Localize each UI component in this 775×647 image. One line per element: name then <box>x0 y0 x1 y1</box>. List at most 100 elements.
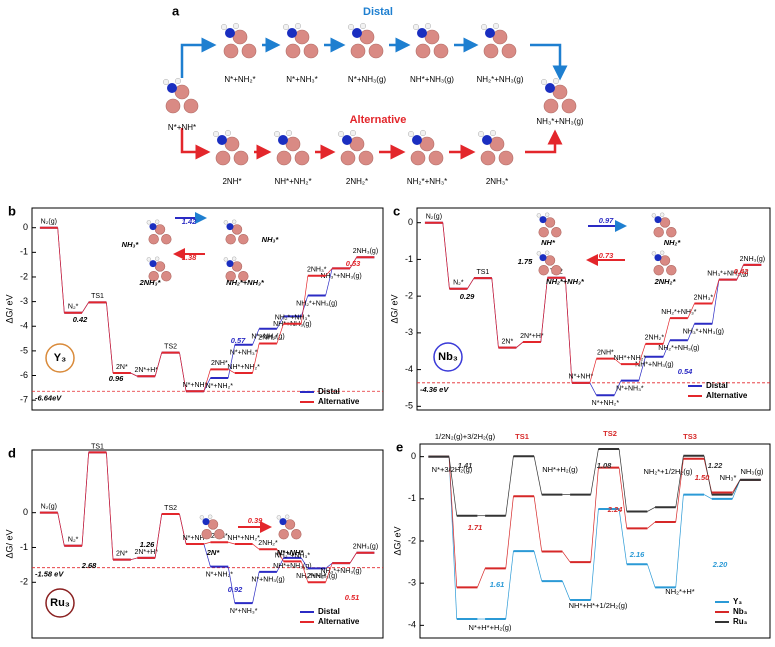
y-axis-label: ΔG/ eV <box>392 526 402 555</box>
state-label: N*+NH₃(g) <box>251 334 284 341</box>
atom <box>161 234 172 245</box>
state-label: N*+NH₃(g) <box>251 577 284 584</box>
connector <box>228 369 235 374</box>
annotation: 0.57 <box>231 336 246 345</box>
y-tick-label: -5 <box>405 401 413 411</box>
atom <box>561 98 577 114</box>
legend-label: Alternative <box>318 397 360 406</box>
annotation: NH₂*+NH₃* <box>546 277 585 286</box>
atom <box>368 43 384 59</box>
state-label: 2NH₃* <box>307 573 327 580</box>
connector <box>325 563 333 583</box>
connector <box>687 323 695 341</box>
atom <box>276 515 281 520</box>
connector <box>448 456 458 588</box>
state-label: NH*+NH₂* <box>227 535 260 542</box>
atom <box>199 515 204 520</box>
state-label: NH₂*+H* <box>665 587 694 596</box>
state-label: NH₂*+NH₃(g) <box>658 345 699 352</box>
legend-label: Y₃ <box>733 597 742 606</box>
atom <box>536 213 541 218</box>
atom <box>478 130 485 137</box>
atom <box>349 136 365 152</box>
connector <box>647 506 656 512</box>
catalyst-label: Nb₃ <box>438 351 458 363</box>
annotation: 1.22 <box>708 461 723 470</box>
atom <box>424 29 440 45</box>
atom <box>238 234 249 245</box>
state-label: NH*+NH₂* <box>274 177 311 186</box>
atom <box>338 130 345 137</box>
state-label: NH₃*+NH₃(g) <box>683 329 724 336</box>
annotation: 1.61 <box>490 580 505 589</box>
atom <box>201 528 212 540</box>
state-label: 2N*+H* <box>520 333 544 340</box>
annotation: NH₃* <box>262 235 280 244</box>
atom <box>428 150 444 166</box>
panel-label: b <box>8 203 16 218</box>
atom <box>285 43 301 59</box>
annotation: 0.92 <box>228 585 243 594</box>
connector <box>590 449 599 495</box>
connector <box>300 557 309 569</box>
connector <box>130 557 138 561</box>
atom <box>417 28 427 38</box>
connector <box>663 340 671 357</box>
state-label: NH₂*+1/2H₂(g) <box>644 467 693 476</box>
panel-label: a <box>172 3 180 18</box>
connector <box>276 316 284 329</box>
atom <box>653 227 664 238</box>
connector <box>228 541 235 545</box>
atom <box>480 150 496 166</box>
annotation: 1.71 <box>468 523 483 532</box>
y-tick-label: -2 <box>20 577 28 587</box>
state-label: NH₃*+NH₃(g) <box>707 270 748 277</box>
connector <box>325 268 333 296</box>
atom <box>340 150 356 166</box>
atom <box>161 271 172 282</box>
connector <box>618 467 628 529</box>
atom <box>174 84 190 100</box>
arrow <box>180 37 217 78</box>
atom <box>545 212 550 217</box>
y-tick-label: -6 <box>20 370 28 380</box>
atom <box>241 43 257 59</box>
atom <box>545 83 555 93</box>
reference-label: -4.36 eV <box>420 385 449 394</box>
state-label: N₂(g) <box>41 504 57 511</box>
y-axis-label: ΔG/ eV <box>389 294 399 323</box>
atom <box>232 23 239 30</box>
state-label: 2N*+H* <box>134 367 158 374</box>
connector <box>203 541 211 545</box>
state-label: NH₂*+NH₃* <box>661 309 697 316</box>
connector <box>106 302 114 374</box>
connector <box>325 562 333 569</box>
state-label: N*+NH₃* <box>230 608 258 615</box>
connector <box>675 494 684 588</box>
atom <box>481 24 488 31</box>
atom <box>162 78 169 85</box>
state-label: 2NH₂* <box>258 540 278 547</box>
annotation: 0.54 <box>678 367 693 376</box>
atom <box>489 136 505 152</box>
atom <box>148 234 159 245</box>
atom <box>651 213 656 218</box>
connector <box>638 356 646 381</box>
atom <box>232 256 237 261</box>
legend-label: Distal <box>318 607 340 616</box>
state-label: N*+NH₃* <box>230 350 258 357</box>
connector <box>81 452 89 546</box>
atom <box>233 150 249 166</box>
atom <box>659 217 671 228</box>
annotation: 0.29 <box>460 292 475 301</box>
arrow <box>180 128 211 160</box>
atom <box>220 24 227 31</box>
atom <box>342 135 352 145</box>
atom <box>348 24 355 31</box>
atom <box>412 135 422 145</box>
atom <box>154 261 166 272</box>
connector <box>505 496 514 569</box>
plot-frame <box>31 207 384 411</box>
